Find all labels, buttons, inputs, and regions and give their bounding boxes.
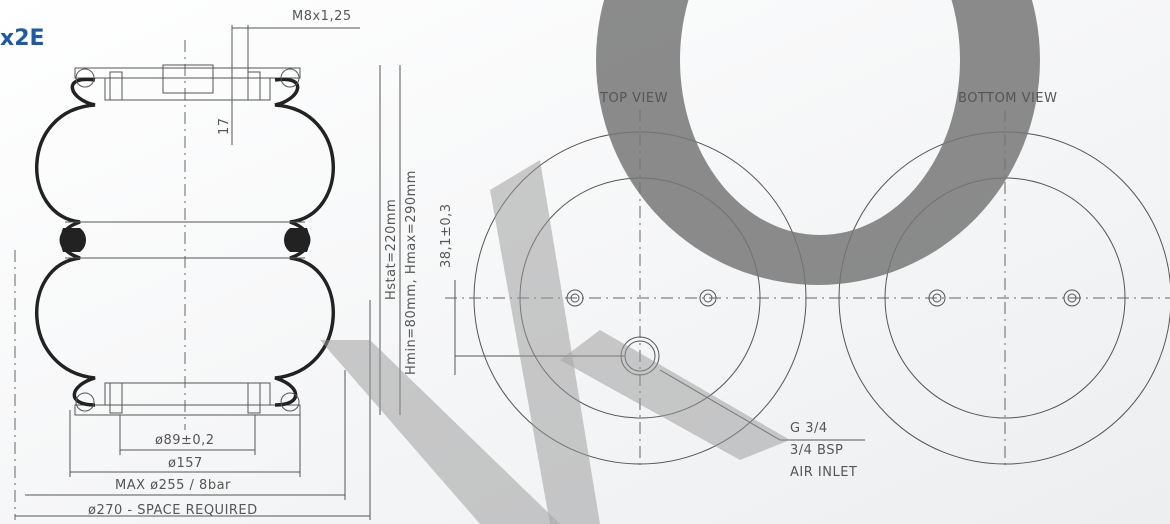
top-view-title: TOP VIEW <box>599 91 668 106</box>
offset: 38,1±0,3 <box>439 203 454 268</box>
inlet-bsp: 3/4 BSP <box>790 443 843 458</box>
d-plate: ø157 <box>168 456 203 471</box>
title: x2E <box>0 26 45 51</box>
bottom-view-title: BOTTOM VIEW <box>958 91 1057 106</box>
d-inner: ø89±0,2 <box>155 433 215 448</box>
thread-depth: 17 <box>217 117 232 135</box>
h-stat: Hstat=220mm <box>384 199 399 300</box>
inlet-label: AIR INLET <box>790 465 857 480</box>
d-max: MAX ø255 / 8bar <box>115 478 231 493</box>
thread-label: M8x1,25 <box>292 9 352 24</box>
d-space: ø270 - SPACE REQUIRED <box>88 503 258 518</box>
inlet-thread: G 3/4 <box>790 421 828 436</box>
h-range: Hmin=80mm, Hmax=290mm <box>404 170 419 375</box>
drawing: x2E M8x1,25 17 Hstat=220mm Hmin=80mm, Hm… <box>0 0 1170 524</box>
